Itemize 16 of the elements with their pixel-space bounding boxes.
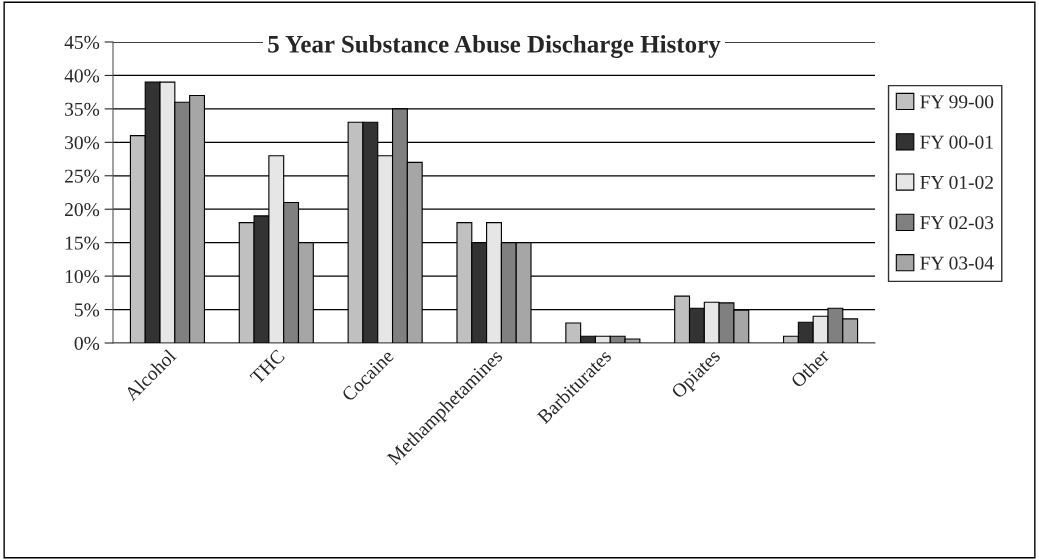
y-tick-label: 40% — [64, 69, 100, 83]
y-tick-label: 5% — [75, 303, 100, 317]
y-tick-label: 25% — [65, 169, 100, 183]
y-tick-label: 10% — [65, 269, 100, 284]
legend-label: FY 01-02 — [920, 175, 993, 189]
legend-label: FY 99-00 — [920, 95, 994, 109]
legend-label: FY 03-04 — [920, 256, 994, 270]
legend-label: FY 02-03 — [920, 216, 994, 230]
y-tick-label: 20% — [65, 203, 100, 217]
chart-title: 5 Year Substance Abuse Discharge History — [268, 35, 721, 58]
legend-label: FY 00-01 — [920, 135, 993, 149]
y-tick-label: 30% — [65, 136, 100, 150]
y-tick-label: 35% — [65, 102, 100, 116]
y-tick-label: 45% — [64, 35, 100, 49]
y-tick-label: 15% — [65, 236, 100, 250]
y-tick-label: 0% — [74, 336, 100, 350]
